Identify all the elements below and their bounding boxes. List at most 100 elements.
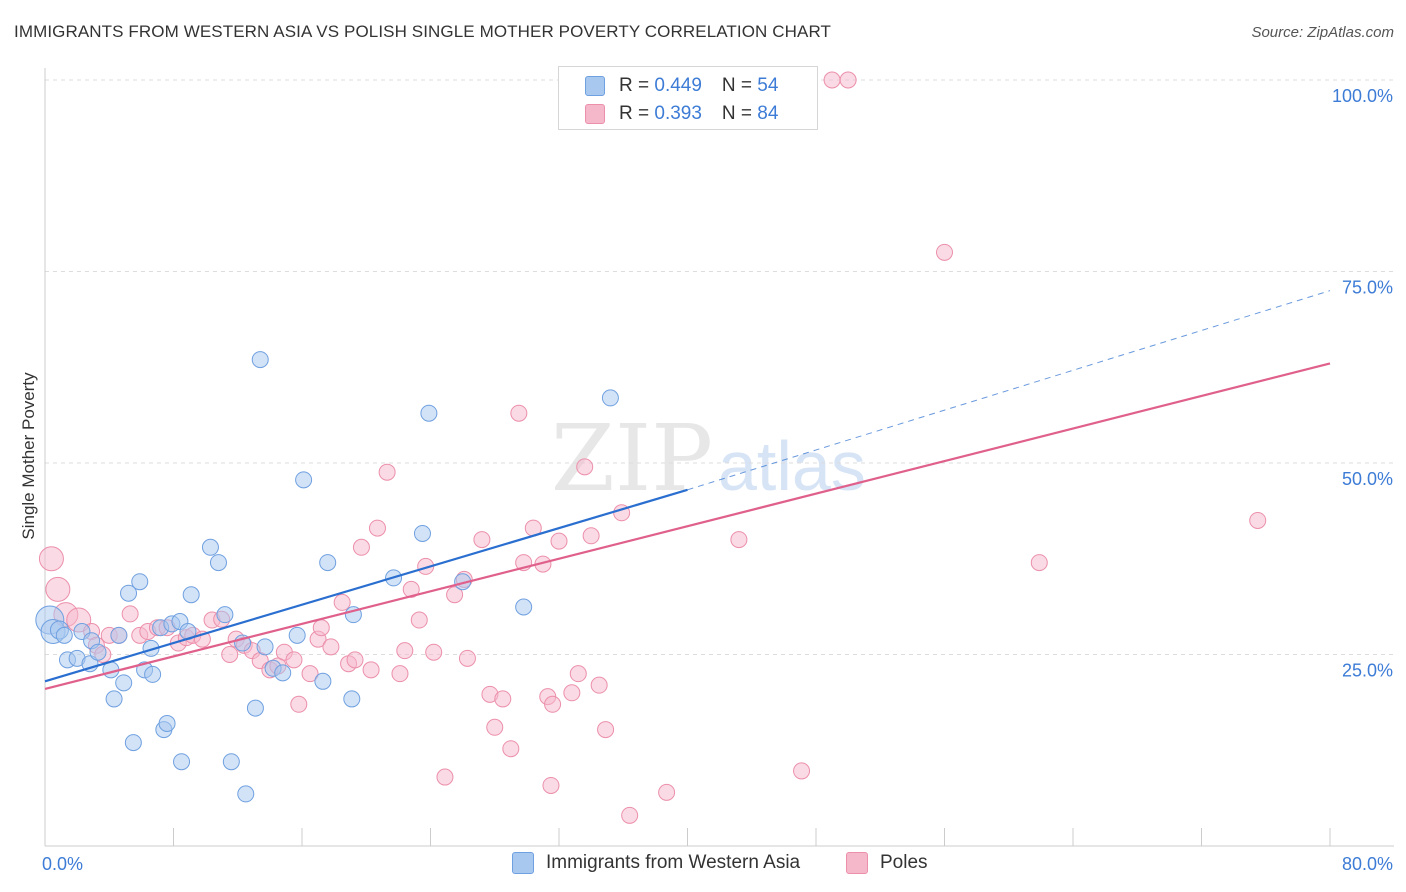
point-western-asia xyxy=(515,598,533,616)
point-poles xyxy=(368,519,386,537)
point-poles xyxy=(436,768,454,786)
point-poles xyxy=(542,776,560,794)
trend-line-western-asia-extension xyxy=(687,290,1331,491)
chart-title: IMMIGRANTS FROM WESTERN ASIA VS POLISH S… xyxy=(14,22,832,41)
point-poles xyxy=(823,71,841,89)
point-western-asia xyxy=(413,524,431,542)
watermark: ZIP atlas xyxy=(551,405,866,512)
point-poles xyxy=(410,611,428,629)
legend-n-value: 54 xyxy=(757,75,779,96)
axes xyxy=(44,68,1394,847)
series-immigrants-western-asia xyxy=(35,351,619,803)
y-tick-label: 50.0% xyxy=(1342,469,1393,489)
point-poles xyxy=(425,643,443,661)
point-western-asia xyxy=(314,672,332,690)
point-western-asia xyxy=(182,586,200,604)
point-western-asia xyxy=(420,404,438,422)
point-poles xyxy=(312,619,330,637)
point-poles xyxy=(38,546,64,572)
point-western-asia xyxy=(251,351,269,369)
legend-n-label: N = xyxy=(721,103,758,124)
legend-swatch-blue xyxy=(512,852,534,874)
point-poles xyxy=(486,718,504,736)
point-western-asia xyxy=(201,538,219,556)
point-poles xyxy=(502,740,520,758)
trend-line-western-asia xyxy=(44,488,688,683)
legend-r-value: 0.393 xyxy=(654,103,702,124)
legend-swatch-pink xyxy=(846,852,868,874)
point-poles xyxy=(352,538,370,556)
legend-swatch-pink xyxy=(585,104,605,124)
point-poles xyxy=(793,762,811,780)
tick-labels: 25.0% 50.0% 75.0% 100.0% 0.0% 80.0% xyxy=(42,86,1393,874)
source-credit: Source: ZipAtlas.com xyxy=(1251,24,1394,41)
legend-label-poles: Poles xyxy=(880,852,928,873)
point-poles xyxy=(346,651,364,669)
point-western-asia xyxy=(295,471,313,489)
point-western-asia xyxy=(319,554,337,572)
point-poles xyxy=(839,71,857,89)
point-poles xyxy=(621,806,639,824)
point-western-asia xyxy=(274,664,292,682)
point-poles xyxy=(730,531,748,549)
point-poles xyxy=(121,605,139,623)
point-western-asia xyxy=(246,699,264,717)
legend-n-label: N = xyxy=(721,75,758,96)
point-poles xyxy=(221,646,239,663)
point-western-asia xyxy=(144,665,162,683)
legend-item-immigrants: Immigrants from Western Asia xyxy=(512,852,800,874)
point-poles xyxy=(597,721,615,739)
point-poles xyxy=(473,531,491,549)
point-poles xyxy=(391,665,409,683)
y-axis-label: Single Mother Poverty xyxy=(19,372,38,540)
legend-swatch-blue xyxy=(585,76,605,96)
point-poles xyxy=(396,642,414,660)
point-western-asia xyxy=(222,753,240,771)
point-western-asia xyxy=(216,606,234,624)
legend-item-poles: Poles xyxy=(846,852,928,874)
legend-r-label: R = xyxy=(619,103,655,124)
point-western-asia xyxy=(343,690,361,708)
point-western-asia xyxy=(237,785,255,803)
point-western-asia xyxy=(601,389,619,407)
y-tick-label: 100.0% xyxy=(1332,86,1393,106)
point-poles xyxy=(544,695,562,713)
y-tick-label: 75.0% xyxy=(1342,278,1393,298)
point-poles xyxy=(569,665,587,683)
legend-box: R = 0.449 N = 54 R = 0.393 N = 84 xyxy=(558,66,818,130)
point-poles xyxy=(333,593,351,611)
point-western-asia xyxy=(115,674,133,692)
point-poles xyxy=(285,651,303,669)
legend-r-value: 0.449 xyxy=(654,75,702,96)
legend-label-immigrants: Immigrants from Western Asia xyxy=(546,852,801,873)
point-poles xyxy=(590,676,608,694)
legend-r-label: R = xyxy=(619,75,655,96)
point-poles xyxy=(290,695,308,713)
gridlines xyxy=(45,79,1394,655)
point-poles xyxy=(1030,554,1048,572)
point-poles xyxy=(494,690,512,708)
point-western-asia xyxy=(89,643,107,661)
watermark-zip: ZIP xyxy=(551,405,713,512)
point-western-asia xyxy=(256,638,274,656)
point-western-asia xyxy=(110,626,128,644)
point-western-asia xyxy=(124,734,142,752)
point-western-asia xyxy=(209,554,227,572)
point-poles xyxy=(446,586,464,604)
point-poles xyxy=(936,243,953,261)
point-poles xyxy=(45,576,71,602)
legend-row-blue: R = 0.449 N = 54 xyxy=(559,73,778,99)
legend-n-value: 84 xyxy=(757,103,779,124)
trend-lines xyxy=(44,290,1331,691)
point-western-asia xyxy=(288,626,306,644)
x-tick-label: 0.0% xyxy=(42,854,83,874)
series-poles xyxy=(38,71,1267,824)
point-poles xyxy=(563,684,581,702)
point-western-asia xyxy=(173,753,191,771)
trend-line-poles xyxy=(44,362,1331,691)
point-western-asia xyxy=(105,690,123,708)
point-western-asia xyxy=(158,714,176,732)
point-poles xyxy=(322,638,340,656)
point-poles xyxy=(458,649,476,667)
point-poles xyxy=(301,665,319,683)
